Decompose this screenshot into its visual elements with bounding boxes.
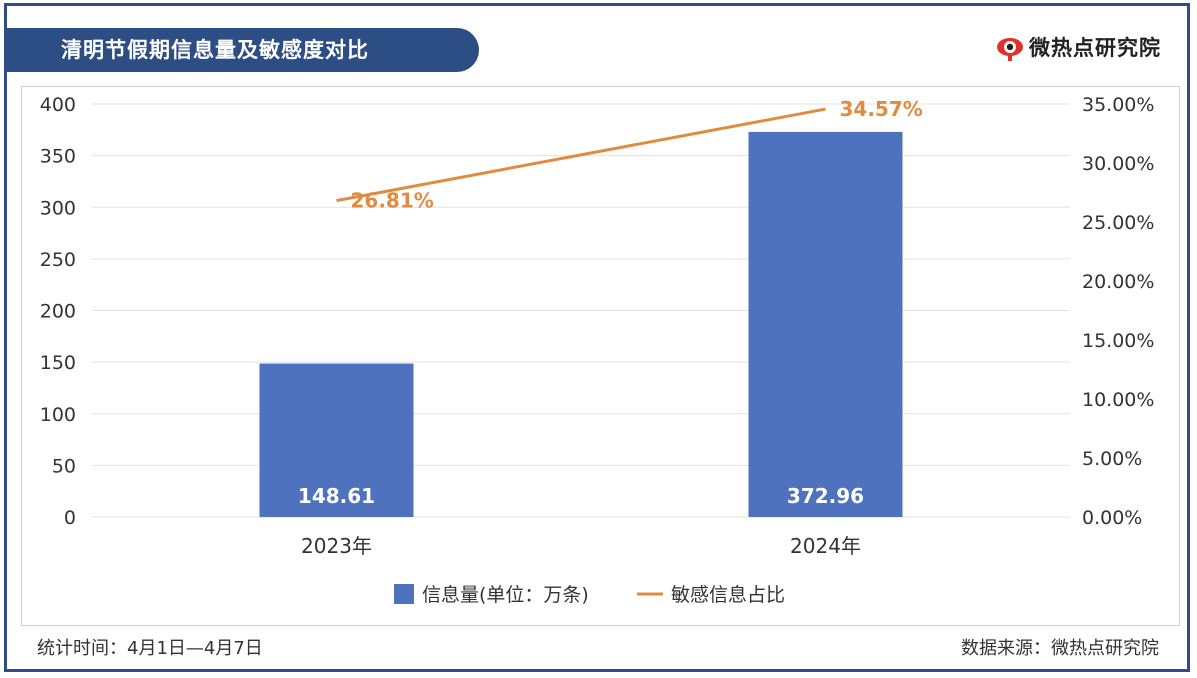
bar [748,131,903,517]
legend-label-line: 敏感信息占比 [671,584,785,606]
bar-value-label: 372.96 [787,484,864,508]
legend-swatch-bar [394,584,414,604]
line-value-label: 34.57% [840,97,923,121]
brand-logo: 微热点研究院 [995,32,1161,62]
y-right-tick-label: 35.00% [1082,94,1154,116]
bar [259,363,414,517]
x-tick-label: 2023年 [301,534,372,558]
y-left-tick-label: 250 [40,249,76,271]
y-left-tick-label: 0 [64,507,76,529]
y-right-tick-label: 20.00% [1082,271,1154,293]
legend-label-bar: 信息量(单位：万条) [422,584,589,606]
weibo-eye-icon [997,38,1023,61]
y-right-tick-label: 10.00% [1082,389,1154,411]
y-right-tick-label: 30.00% [1082,153,1154,175]
y-left-tick-label: 150 [40,352,76,374]
bar-value-label: 148.61 [298,484,375,508]
y-left-tick-label: 300 [40,197,76,219]
y-left-tick-label: 400 [40,94,76,116]
line-value-label: 26.81% [351,189,434,213]
stat-time-note: 统计时间：4月1日—4月7日 [37,638,263,659]
plot-area [21,86,1180,626]
y-right-tick-label: 0.00% [1082,507,1142,529]
x-tick-label: 2024年 [790,534,861,558]
line-series [336,107,826,203]
source-note: 数据来源：微热点研究院 [961,638,1159,659]
brand-name: 微热点研究院 [1029,36,1161,60]
y-left-tick-label: 350 [40,146,76,168]
chart-frame: 清明节假期信息量及敏感度对比 微热点研究院 统计时间：4月1日—4月7日 数据来… [4,3,1190,672]
y-right-tick-label: 5.00% [1082,448,1142,470]
y-left-tick-label: 200 [40,301,76,323]
y-left-tick-label: 100 [40,404,76,426]
y-right-tick-label: 15.00% [1082,330,1154,352]
chart-title: 清明节假期信息量及敏感度对比 [61,38,369,62]
y-left-tick-label: 50 [52,455,76,477]
title-banner: 清明节假期信息量及敏感度对比 [7,28,479,72]
y-right-tick-label: 25.00% [1082,212,1154,234]
